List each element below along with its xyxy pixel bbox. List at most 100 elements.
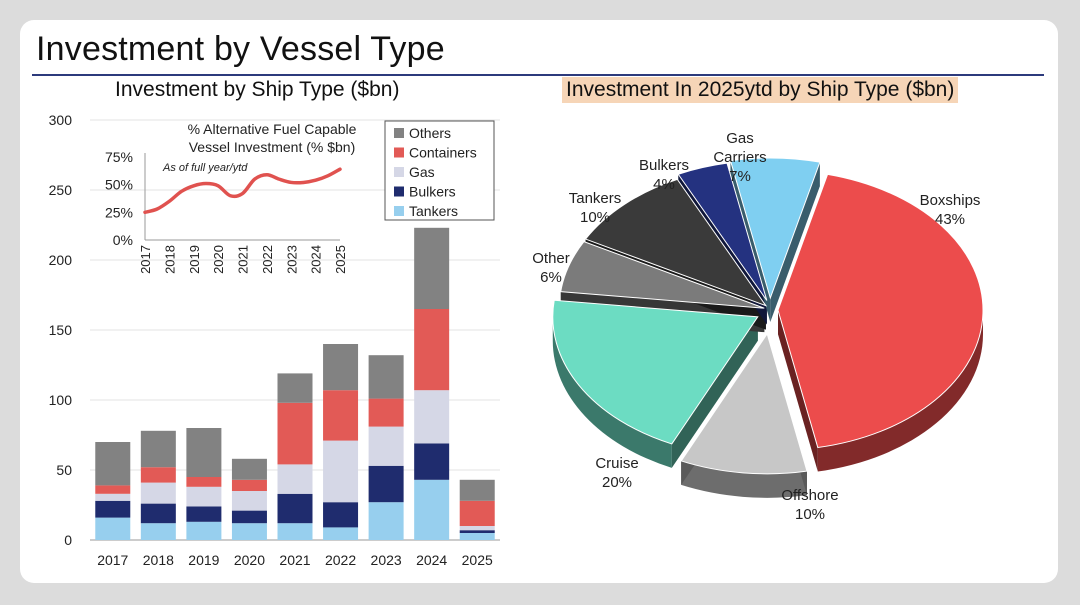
bar-gas-2024 [414, 390, 450, 444]
bar-chart: 0 50 100 150 200 250 300 2017 2018 2019 2020 2021 20… [49, 112, 500, 568]
bar-gas-2021 [277, 464, 313, 494]
bar-others-2023 [368, 355, 404, 399]
y-tick-label: 100 [49, 392, 73, 408]
bar-gas-2019 [186, 486, 222, 507]
pie-label-offshore: Offshore [781, 487, 838, 504]
pie-slice-tankers [584, 178, 768, 307]
legend-swatch-bulkers [394, 186, 404, 197]
x-tick-label: 2018 [143, 552, 174, 568]
bar-others-2018 [140, 430, 176, 468]
bar-others-2024 [414, 227, 450, 309]
x-tick-label: 2022 [325, 552, 356, 568]
inset-x-tick-label: 2018 [162, 245, 177, 274]
pie-value-boxships: 43% [935, 211, 965, 228]
bar-bulkers-2017 [95, 500, 131, 518]
bar-gas-2018 [140, 482, 176, 504]
bar-others-2017 [95, 442, 131, 486]
y-tick-label: 300 [49, 112, 73, 128]
bar-tankers-2017 [95, 517, 131, 540]
inset-line-chart: % Alternative Fuel Capable Vessel Investm… [105, 121, 357, 274]
pie-value-bulkers: 4% [653, 176, 675, 193]
bar-others-2020 [231, 458, 267, 480]
bar-others-2025 [459, 479, 495, 501]
y-tick-label: 50 [56, 462, 72, 478]
x-tick-label: 2017 [97, 552, 128, 568]
bar-containers-2017 [95, 485, 131, 494]
bar-bulkers-2020 [231, 510, 267, 524]
bar-tankers-2021 [277, 523, 313, 540]
pie-value-other: 6% [540, 269, 562, 286]
inset-x-tick-label: 2024 [309, 245, 324, 274]
legend-label-bulkers: Bulkers [409, 184, 456, 200]
x-tick-label: 2023 [371, 552, 402, 568]
pie-labels: Boxships 43% Offshore 10% Cruise 20% Other 6% Ta… [532, 130, 980, 523]
bar-gas-2023 [368, 426, 404, 466]
bar-bulkers-2019 [186, 506, 222, 522]
bar-gas-2022 [323, 440, 359, 503]
legend-swatch-gas [394, 167, 404, 177]
pie-slice-offshore [680, 332, 808, 475]
pie-label-cruise: Cruise [595, 455, 638, 472]
bar-tankers-2025 [459, 533, 495, 540]
legend-label-tankers: Tankers [409, 203, 458, 219]
bar-gas-2020 [231, 491, 267, 511]
inset-x-tick-label: 2025 [333, 245, 348, 274]
bar-tankers-2019 [186, 521, 222, 540]
inset-y-tick-label: 25% [105, 204, 133, 220]
inset-x-tick-label: 2021 [236, 245, 251, 274]
bar-tankers-2023 [368, 502, 404, 540]
pie-label-tankers: Tankers [569, 190, 622, 207]
bar-bulkers-2018 [140, 503, 176, 524]
x-tick-label: 2025 [462, 552, 493, 568]
legend-label-gas: Gas [409, 164, 435, 180]
inset-annotation: As of full year/ytd [162, 162, 248, 174]
inset-y-tick-label: 75% [105, 149, 133, 165]
inset-title-line-2: Vessel Investment (% $bn) [189, 139, 356, 155]
pie-wall [770, 162, 820, 323]
pie-wall [671, 316, 758, 468]
legend-swatch-tankers [394, 206, 404, 216]
bar-containers-2023 [368, 398, 404, 427]
bar-chart-title: Investment by Ship Type ($bn) [115, 78, 400, 101]
inset-x-tick-label: 2020 [211, 245, 226, 274]
pie-chart: Boxships 43% Offshore 10% Cruise 20% Other 6% Ta… [532, 130, 984, 523]
pie-slice-boxships [777, 173, 984, 449]
pie-label-bulkers: Bulkers [639, 157, 689, 174]
legend-swatch-containers [394, 147, 404, 158]
bar-containers-2019 [186, 477, 222, 487]
pie-side-cruise [552, 316, 672, 468]
bar-tankers-2020 [231, 523, 267, 540]
bar-containers-2020 [231, 479, 267, 491]
inset-series-line [143, 167, 342, 215]
pie-side-boxships [817, 310, 983, 472]
pie-slice-other [560, 241, 765, 309]
inset-x-tick-label: 2022 [260, 245, 275, 274]
bar-bulkers-2023 [368, 465, 404, 503]
pie-label-other: Other [532, 250, 570, 267]
bar-tankers-2018 [140, 523, 176, 540]
bar-bulkers-2024 [414, 443, 450, 480]
pie-tops [552, 157, 984, 475]
pie-side-offshore [681, 460, 807, 498]
pie-slice-cruise [552, 299, 759, 445]
inset-x-tick-label: 2017 [138, 245, 153, 274]
pie-label-gas-carriers: Gas [726, 130, 754, 147]
x-tick-label: 2020 [234, 552, 265, 568]
bar-containers-2022 [323, 390, 359, 441]
legend-label-containers: Containers [409, 145, 477, 161]
bar-gas-2017 [95, 493, 131, 501]
pie-label-gas-carriers: Carriers [713, 149, 766, 166]
pie-value-cruise: 20% [602, 474, 632, 491]
pie-chart-title: Investment In 2025ytd by Ship Type ($bn) [562, 77, 959, 103]
bar-containers-2021 [277, 402, 313, 465]
bar-containers-2025 [459, 500, 495, 526]
y-tick-label: 0 [64, 532, 72, 548]
bar-others-2022 [323, 344, 359, 391]
bar-bulkers-2025 [459, 530, 495, 533]
pie-value-offshore: 10% [795, 506, 825, 523]
bar-gas-2025 [459, 526, 495, 531]
pie-value-gas-carriers: 7% [729, 168, 751, 185]
page-title: Investment by Vessel Type [36, 30, 445, 68]
x-tick-label: 2019 [188, 552, 219, 568]
y-tick-label: 250 [49, 182, 73, 198]
